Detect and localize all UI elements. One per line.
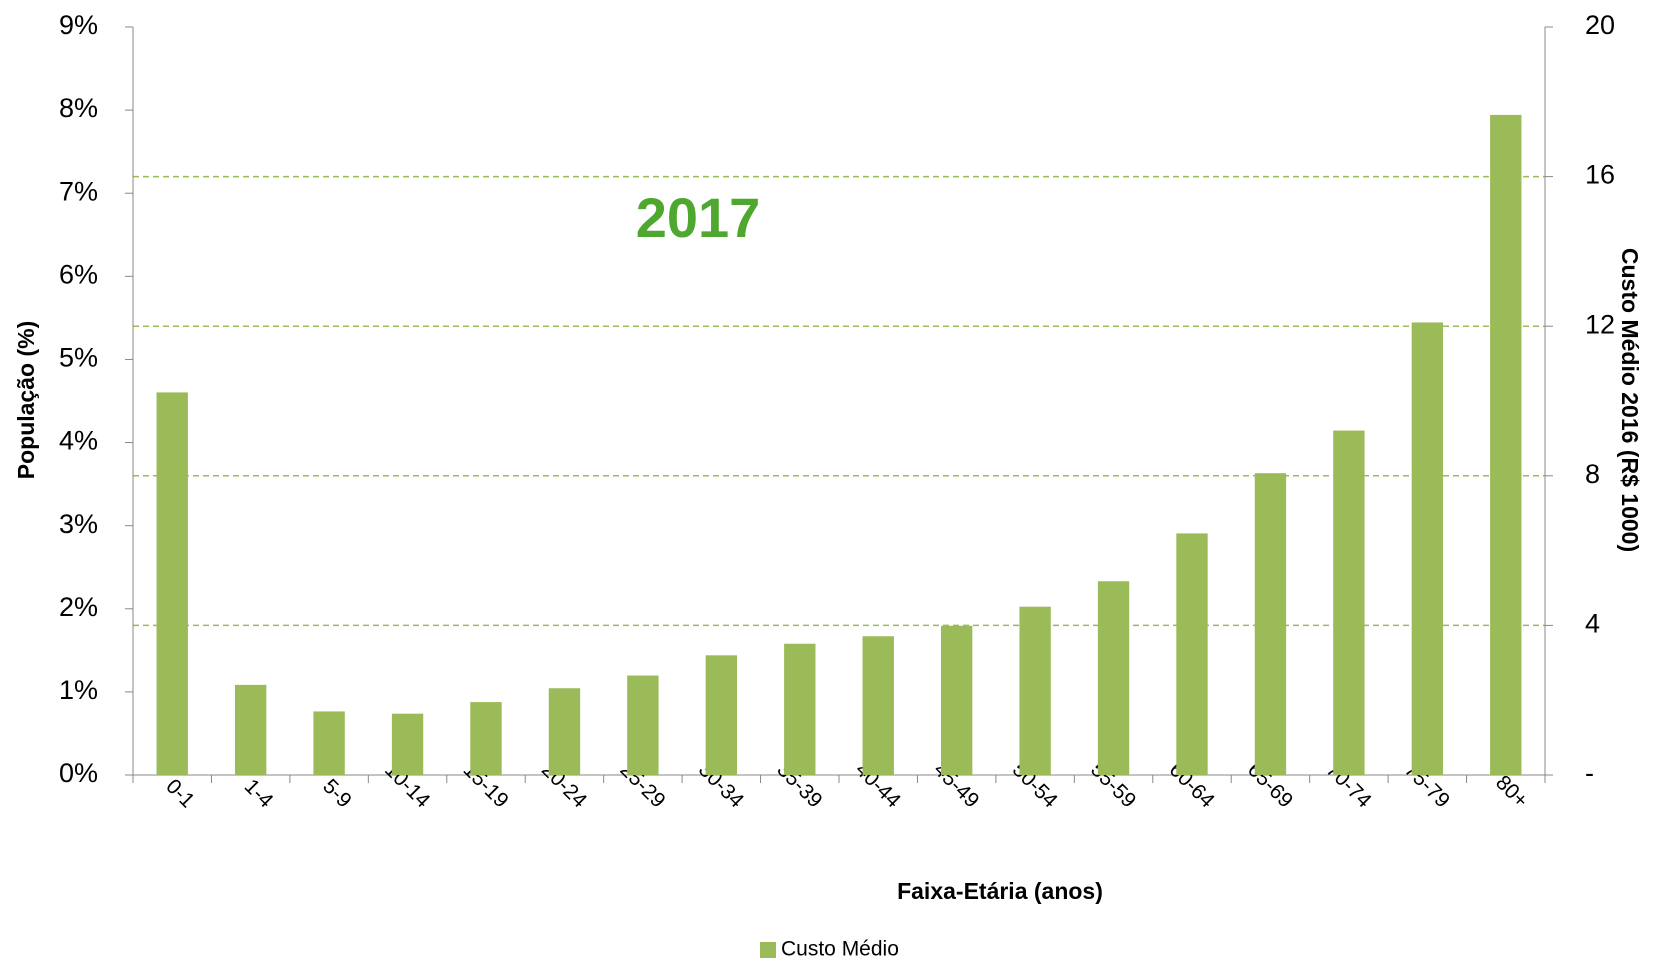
bar [391, 713, 424, 775]
bar [862, 636, 894, 775]
bar [1097, 581, 1130, 775]
bar [156, 392, 188, 775]
y2-axis-label: Custo Médio 2016 (R$ 1000) [1617, 248, 1643, 552]
bar [1490, 114, 1522, 775]
y-tick-label: 1% [59, 675, 98, 705]
bar [1176, 533, 1208, 775]
bar [1019, 606, 1051, 775]
x-tick-label: 5-9 [318, 775, 356, 813]
y2-tick-label: 8 [1585, 459, 1600, 489]
x-tick-label: 0-1 [161, 775, 199, 813]
bar [940, 625, 973, 775]
x-tick-label: 1-4 [240, 775, 278, 813]
legend-swatch [760, 942, 776, 958]
bar [627, 675, 659, 775]
bar [1254, 473, 1287, 775]
y-tick-label: 3% [59, 509, 98, 539]
y-axis-label: População (%) [13, 321, 39, 479]
x-tick-label: 80+ [1491, 771, 1532, 812]
y2-tick-label: 16 [1585, 160, 1615, 190]
annotation: 2017 [636, 186, 761, 249]
bar [784, 643, 816, 775]
y-tick-label: 4% [59, 426, 98, 456]
bar [470, 702, 502, 775]
y-tick-label: 6% [59, 259, 98, 289]
y2-tick-label: - [1585, 758, 1594, 788]
y-tick-label: 5% [59, 343, 98, 373]
x-axis-label: Faixa-Etária (anos) [897, 878, 1103, 904]
bar [1333, 430, 1365, 775]
y-tick-label: 7% [59, 176, 98, 206]
y-tick-label: 2% [59, 592, 98, 622]
legend-label: Custo Médio [781, 938, 899, 961]
bar [548, 688, 581, 775]
bar [705, 655, 738, 775]
y-tick-label: 8% [59, 93, 98, 123]
y-tick-label: 9% [59, 10, 98, 40]
bar [234, 684, 267, 775]
y2-tick-label: 20 [1585, 10, 1615, 40]
bar [1411, 322, 1444, 775]
y-tick-label: 0% [59, 758, 98, 788]
bar [313, 711, 345, 775]
y2-tick-label: 12 [1585, 309, 1615, 339]
y2-tick-label: 4 [1585, 609, 1600, 639]
